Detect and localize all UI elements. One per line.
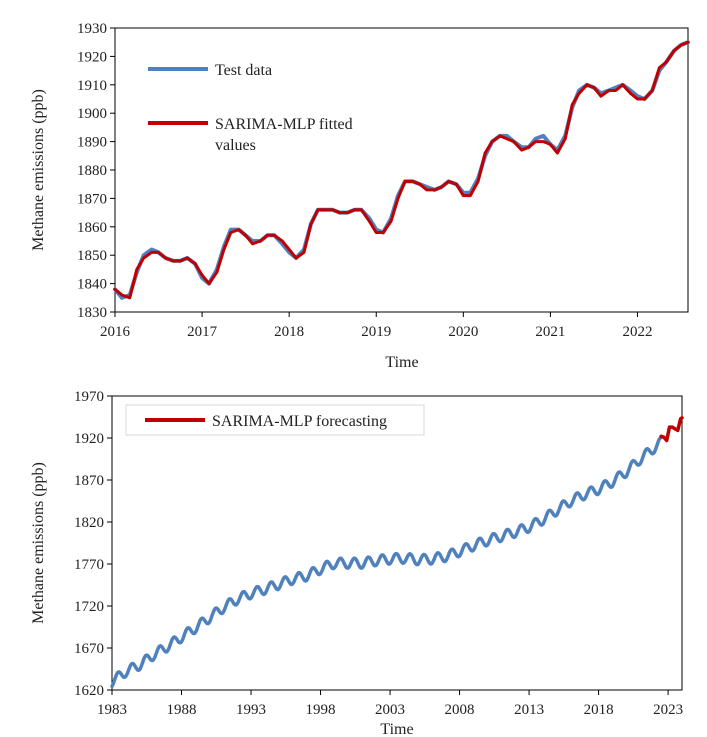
- top-y-tick-label: 1860: [77, 220, 107, 236]
- top-y-tick-label: 1910: [77, 78, 107, 94]
- top-y-tick-label: 1880: [77, 163, 107, 179]
- top-y-tick-label: 1930: [77, 21, 107, 37]
- top-y-axis-label: Methane emissions (ppb): [30, 89, 47, 251]
- bottom-y-tick-label: 1820: [74, 515, 104, 531]
- bottom-x-tick-label: 2013: [514, 702, 544, 718]
- bottom-plot-frame: [111, 395, 683, 691]
- top-legend-label-test: Test data: [215, 62, 272, 79]
- bottom-y-tick-label: 1920: [74, 431, 104, 447]
- bottom-x-axis-label: Time: [380, 721, 413, 737]
- bottom-x-tick-label: 2023: [653, 702, 683, 718]
- bottom-y-tick-label: 1870: [74, 473, 104, 489]
- top-chart: 1830 1840 1850 1860 1870 1880 1890 1900 1910 1920…: [30, 21, 690, 371]
- top-y-tick-label: 1920: [77, 49, 107, 65]
- bottom-y-tick-label: 1720: [74, 599, 104, 615]
- bottom-x-tick-label: 2008: [445, 702, 475, 718]
- bottom-y-axis-label: Methane emissions (ppb): [30, 462, 47, 624]
- bottom-x-tick-label: 1988: [167, 702, 197, 718]
- bottom-x-tick-label: 1998: [306, 702, 336, 718]
- top-y-tick-label: 1890: [77, 135, 107, 151]
- bottom-x-tick-label: 2003: [375, 702, 405, 718]
- bottom-y-tick-label: 1770: [74, 557, 104, 573]
- top-x-tick-label: 2022: [622, 324, 652, 340]
- bottom-y-tick-label: 1670: [74, 641, 104, 657]
- bottom-x-tick-label: 2018: [584, 702, 614, 718]
- test-data-line: [113, 40, 690, 300]
- bottom-chart: 1620 1670 1720 1770 1820 1870 1920 1970 1983 198…: [30, 389, 684, 737]
- observed-data-line: [110, 435, 663, 689]
- top-x-tick-label: 2020: [448, 324, 478, 340]
- bottom-legend-label-forecast: SARIMA-MLP forecasting: [212, 413, 387, 430]
- top-y-tick-label: 1900: [77, 106, 107, 122]
- top-y-tick-label: 1870: [77, 191, 107, 207]
- top-y-tick-label: 1830: [77, 305, 107, 321]
- bottom-x-tick-label: 1993: [236, 702, 266, 718]
- top-x-tick-label: 2016: [100, 324, 131, 340]
- top-x-tick-label: 2019: [361, 324, 391, 340]
- top-y-tick-label: 1840: [77, 277, 107, 293]
- top-x-tick-label: 2018: [274, 324, 304, 340]
- bottom-y-tick-label: 1970: [74, 389, 104, 405]
- bottom-x-tick-label: 1983: [97, 702, 127, 718]
- fitted-values-line: [113, 40, 690, 300]
- top-x-tick-label: 2017: [187, 324, 218, 340]
- bottom-y-tick-label: 1620: [74, 683, 104, 699]
- top-x-tick-label: 2021: [535, 324, 565, 340]
- top-legend-label-fitted: SARIMA-MLP fitted values: [215, 116, 353, 154]
- bottom-legend: SARIMA-MLP forecasting: [125, 404, 425, 436]
- top-x-axis-label: Time: [385, 354, 418, 371]
- top-legend: Test data SARIMA-MLP fitted values: [148, 62, 353, 154]
- top-y-tick-label: 1850: [77, 248, 107, 264]
- forecast-line: [659, 416, 684, 443]
